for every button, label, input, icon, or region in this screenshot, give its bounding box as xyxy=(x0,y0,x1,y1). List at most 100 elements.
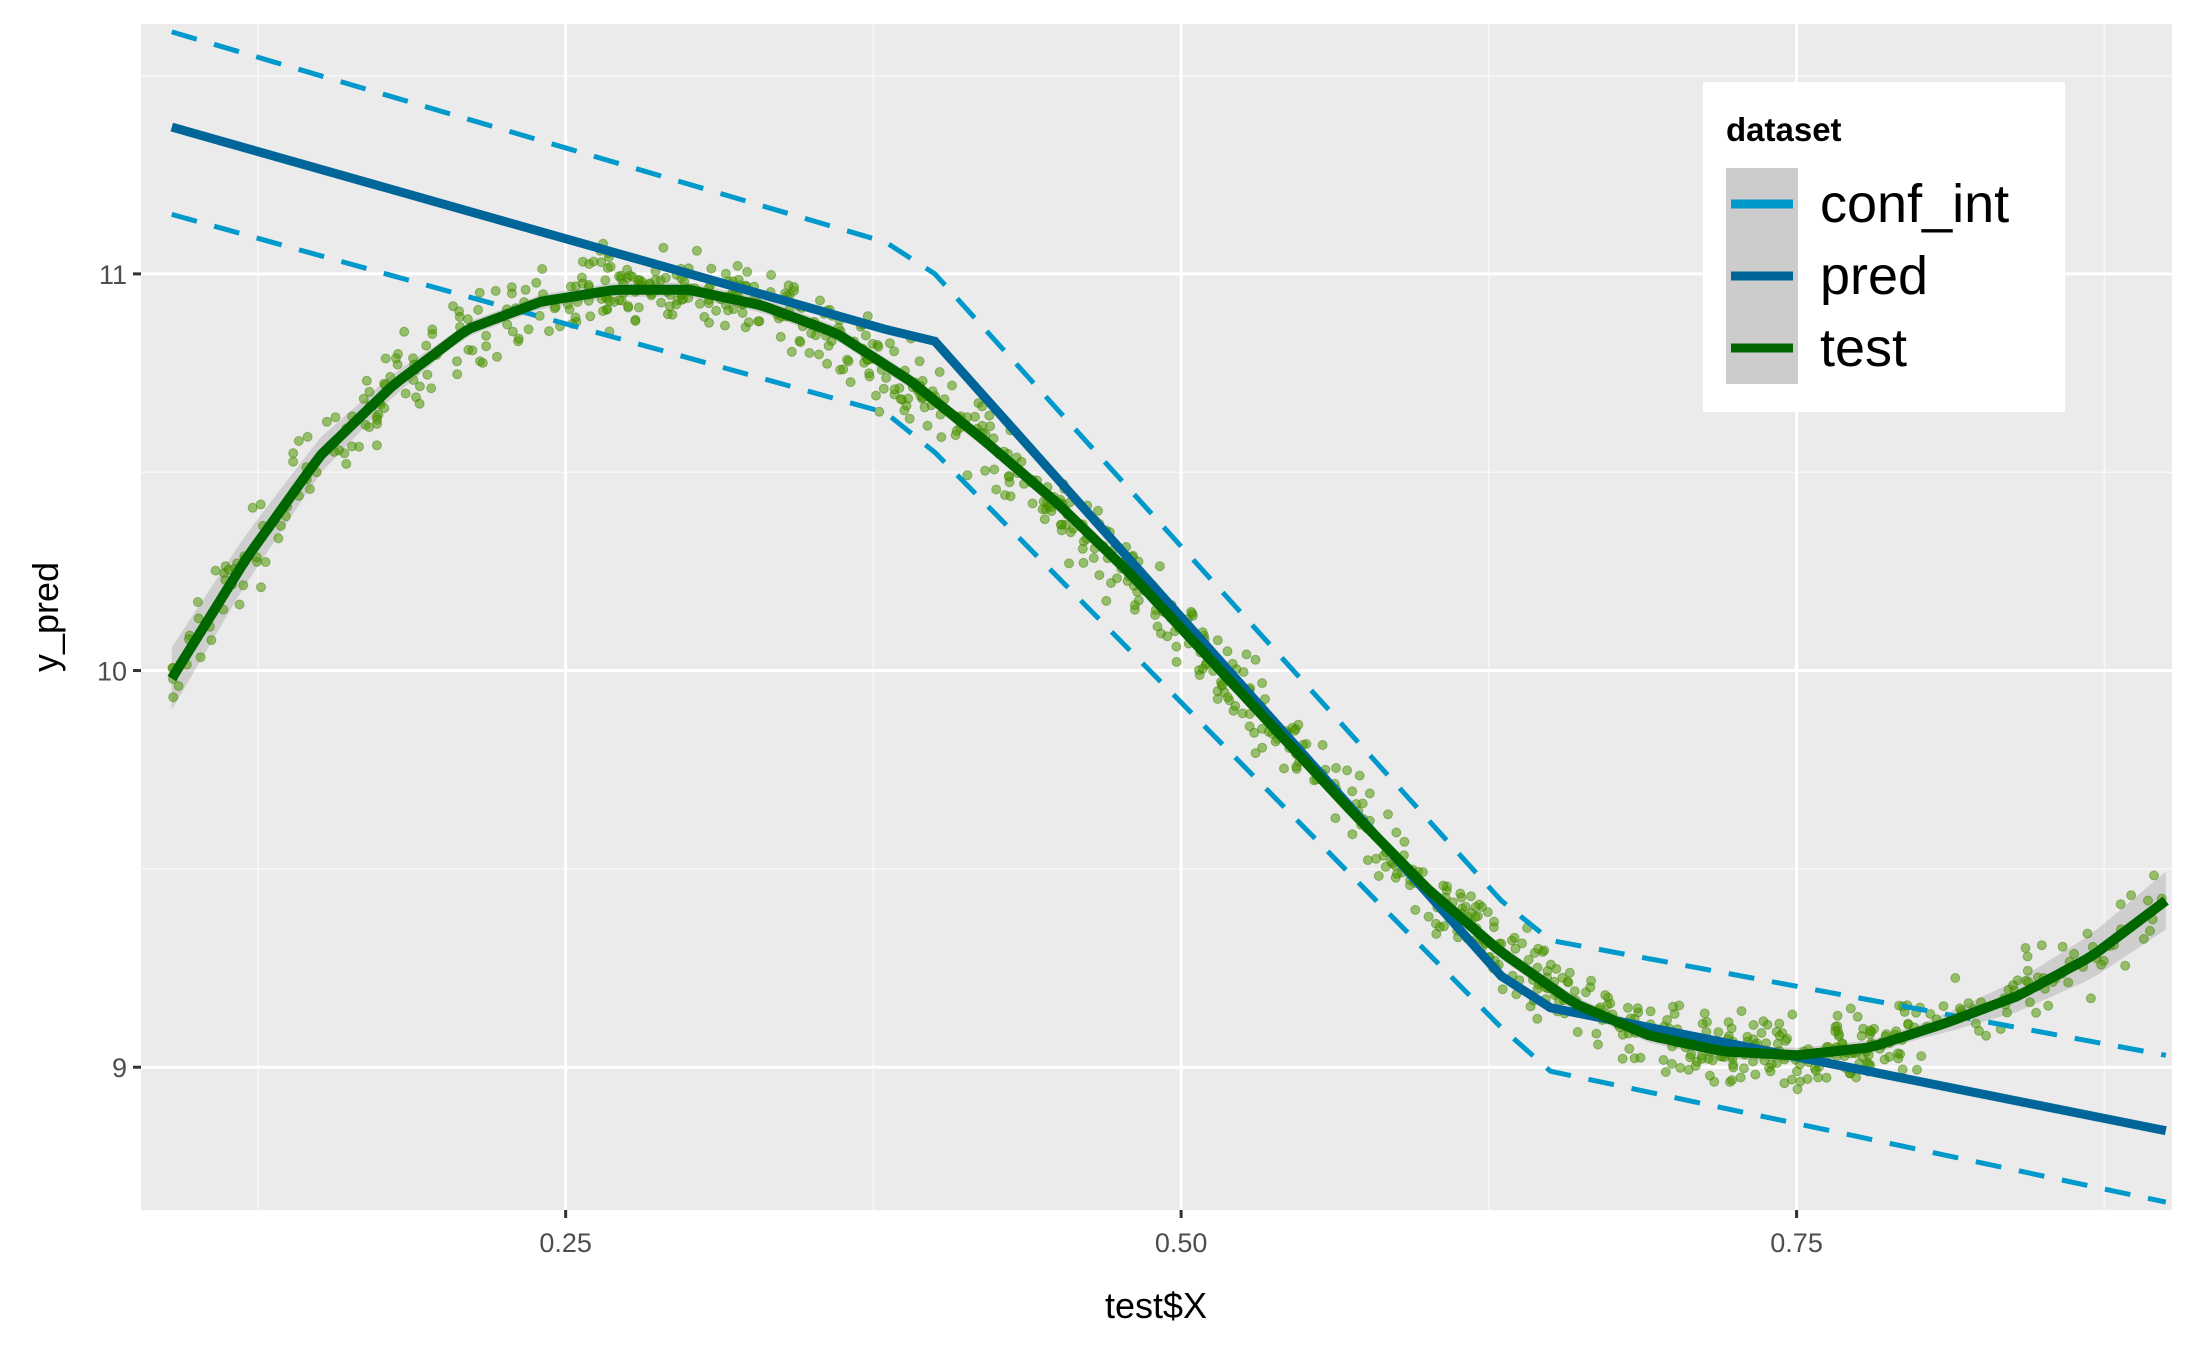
test-point xyxy=(1635,1052,1646,1063)
test-point xyxy=(2020,943,2031,953)
test-point xyxy=(1963,998,1974,1009)
test-point xyxy=(1830,1026,1841,1037)
test-point xyxy=(1632,1003,1643,1014)
test-point xyxy=(1162,631,1173,642)
test-point xyxy=(1005,491,1016,502)
legend-title: dataset xyxy=(1726,111,1842,148)
x-axis-title: test$X xyxy=(1105,1285,1207,1326)
test-point xyxy=(1171,656,1182,667)
test-point xyxy=(1510,943,1521,954)
test-smooth-line xyxy=(167,284,2169,1061)
test-point xyxy=(633,302,644,313)
test-point xyxy=(711,305,722,316)
test-point xyxy=(255,499,266,510)
test-point xyxy=(210,565,221,576)
test-point xyxy=(873,341,884,352)
test-point xyxy=(671,299,682,310)
legend-entry-test: test xyxy=(1726,312,1907,384)
test-point xyxy=(452,356,462,367)
test-point xyxy=(1764,1062,1774,1073)
test-point xyxy=(1470,902,1481,912)
test-point xyxy=(1330,813,1341,824)
test-point xyxy=(2022,951,2033,962)
test-point xyxy=(2031,1007,2042,1018)
test-point xyxy=(871,390,881,401)
conf-int-line xyxy=(171,29,2167,1058)
test-point xyxy=(1331,763,1341,773)
test-point xyxy=(1938,1001,1949,1012)
test-point xyxy=(743,317,754,328)
test-point xyxy=(168,692,179,703)
test-point xyxy=(549,303,560,314)
legend-entry-pred: pred xyxy=(1726,240,1928,312)
test-point xyxy=(288,456,299,467)
test-point xyxy=(658,242,669,253)
test-point xyxy=(502,319,513,330)
legend-entry-conf_int: conf_int xyxy=(1726,168,2009,240)
test-point xyxy=(1523,954,1534,965)
test-point xyxy=(448,301,459,312)
test-point xyxy=(742,266,753,277)
test-point xyxy=(1380,861,1391,872)
test-point xyxy=(919,402,930,413)
test-point xyxy=(1750,1069,1761,1080)
test-point xyxy=(1658,1055,1669,1065)
test-point xyxy=(889,384,900,395)
test-point xyxy=(1912,1064,1922,1075)
test-point xyxy=(723,305,734,316)
test-point xyxy=(1622,1002,1633,1013)
test-point xyxy=(1056,525,1067,536)
test-point xyxy=(1241,649,1252,660)
test-point xyxy=(914,356,925,367)
test-point xyxy=(1212,694,1223,704)
test-point xyxy=(520,284,531,295)
test-point xyxy=(1088,553,1099,563)
test-point xyxy=(422,369,433,380)
test-point xyxy=(1186,606,1197,617)
test-point xyxy=(2002,1007,2013,1018)
test-point xyxy=(234,599,245,610)
test-point xyxy=(173,681,184,691)
test-point xyxy=(256,582,266,593)
test-point xyxy=(984,410,995,421)
test-point xyxy=(1347,786,1358,797)
test-point xyxy=(1509,932,1520,943)
test-point xyxy=(962,470,973,481)
test-point xyxy=(2085,993,2096,1004)
test-point xyxy=(838,364,849,375)
test-point xyxy=(1470,911,1481,922)
test-point xyxy=(1222,692,1233,703)
test-point xyxy=(1257,742,1268,753)
test-point xyxy=(1222,646,1233,657)
test-point xyxy=(980,465,991,476)
test-point xyxy=(492,351,502,362)
test-point xyxy=(1821,1072,1832,1083)
test-point xyxy=(1728,1062,1739,1073)
test-point xyxy=(2043,1000,2054,1011)
test-point xyxy=(822,358,833,369)
test-point xyxy=(544,326,554,337)
test-point xyxy=(481,330,492,341)
test-point xyxy=(364,422,375,433)
test-point xyxy=(1845,1003,1856,1014)
test-point xyxy=(1392,868,1402,879)
test-point xyxy=(537,264,548,274)
test-point xyxy=(380,353,391,364)
test-point xyxy=(1106,578,1116,588)
test-point xyxy=(1039,514,1050,525)
test-point xyxy=(1787,1009,1798,1020)
y-tick-label: 11 xyxy=(99,260,127,290)
test-point xyxy=(321,416,332,427)
test-point xyxy=(936,432,947,443)
test-point xyxy=(1383,809,1393,820)
test-point xyxy=(977,420,988,431)
test-point xyxy=(1362,855,1373,866)
x-axis: 0.25 0.50 0.75 xyxy=(539,1210,1823,1258)
test-point xyxy=(1257,723,1268,734)
test-point xyxy=(814,349,824,360)
test-point xyxy=(585,311,596,322)
test-point xyxy=(1197,663,1208,674)
test-point xyxy=(2063,977,2074,988)
test-point xyxy=(970,411,980,422)
test-point xyxy=(427,329,438,339)
